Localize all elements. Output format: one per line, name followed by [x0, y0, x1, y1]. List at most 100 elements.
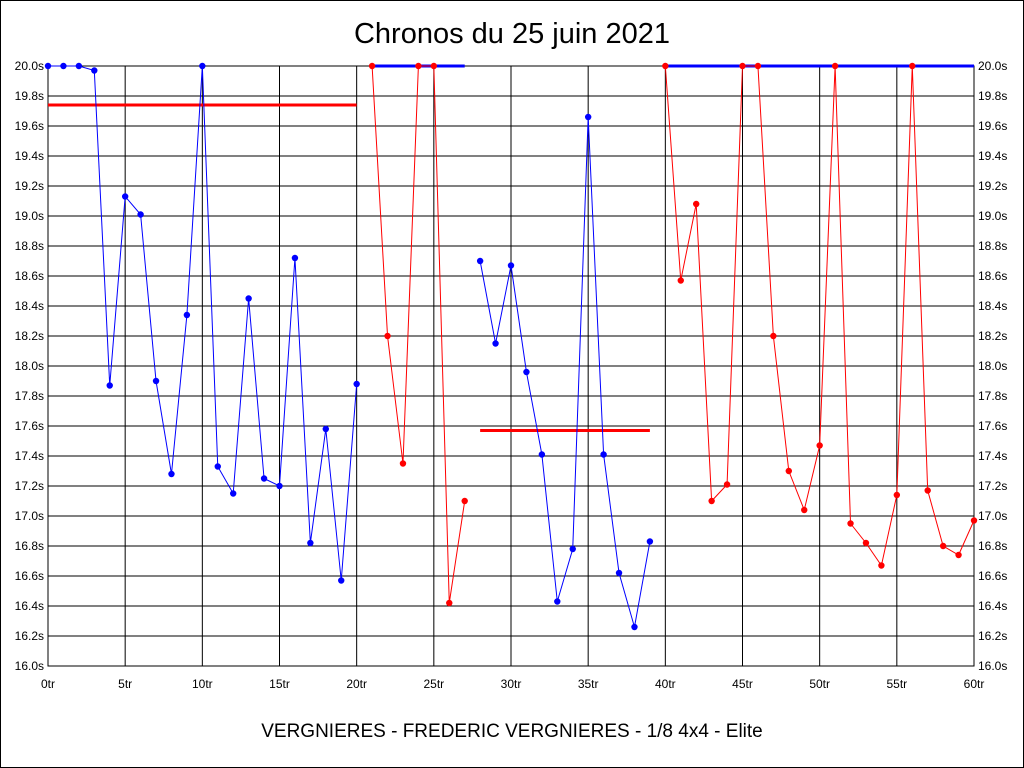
- y-tick-label-right: 17.4s: [978, 449, 1007, 463]
- y-tick-label-right: 20.0s: [978, 59, 1007, 73]
- x-axis: 0tr 5tr 10tr 15tr 20tr 25tr 30tr 35tr 40tr 45tr 50…: [41, 677, 984, 691]
- data-point: [708, 497, 715, 505]
- data-point: [631, 623, 638, 631]
- data-point: [507, 262, 515, 269]
- data-point: [924, 487, 931, 494]
- data-point: [831, 62, 839, 70]
- x-tick-label: 55tr: [886, 677, 907, 691]
- data-point: [909, 62, 916, 70]
- y-tick-label: 16.0s: [15, 659, 44, 673]
- y-tick-label: 17.8s: [15, 389, 44, 403]
- x-tick-label: 20tr: [346, 677, 367, 691]
- data-point: [245, 295, 252, 302]
- data-point: [816, 442, 823, 449]
- x-tick-label: 0tr: [41, 677, 55, 691]
- y-tick-label: 16.8s: [15, 539, 44, 553]
- grid-lines: [47, 65, 975, 667]
- y-tick-label: 20.0s: [15, 59, 44, 73]
- data-point: [662, 62, 669, 70]
- data-point: [801, 506, 808, 514]
- x-tick-label: 30tr: [501, 677, 522, 691]
- chart-subtitle: VERGNIERES - FREDERIC VERGNIERES - 1/8 4…: [261, 721, 763, 742]
- data-point: [384, 332, 391, 340]
- data-point: [353, 380, 360, 388]
- series-line: [479, 116, 651, 628]
- series-group: [44, 62, 978, 631]
- y-tick-label: 19.2s: [15, 179, 44, 193]
- data-point: [60, 62, 67, 70]
- y-tick-label-right: 18.4s: [978, 299, 1007, 313]
- y-tick-label: 19.0s: [15, 209, 44, 223]
- y-tick-label: 16.2s: [15, 629, 44, 643]
- y-tick-label: 16.4s: [15, 599, 44, 613]
- data-point: [492, 340, 499, 347]
- data-point: [754, 62, 762, 70]
- y-tick-label-right: 18.0s: [978, 359, 1007, 373]
- data-point: [44, 62, 52, 70]
- y-tick-label: 17.2s: [15, 479, 44, 493]
- y-tick-label: 18.6s: [15, 269, 44, 283]
- data-point: [415, 62, 422, 70]
- y-tick-label-right: 19.8s: [978, 89, 1007, 103]
- y-tick-label: 17.6s: [15, 419, 44, 433]
- x-tick-label: 45tr: [732, 677, 753, 691]
- x-tick-label: 50tr: [809, 677, 830, 691]
- y-tick-label-right: 17.2s: [978, 479, 1007, 493]
- data-point: [554, 598, 561, 605]
- y-tick-label: 18.0s: [15, 359, 44, 373]
- data-point: [168, 470, 175, 478]
- data-point: [230, 490, 237, 497]
- x-tick-label: 25tr: [423, 677, 444, 691]
- y-tick-label: 18.2s: [15, 329, 44, 343]
- data-point: [399, 460, 407, 467]
- y-tick-label-right: 16.6s: [978, 569, 1007, 583]
- x-tick-label: 35tr: [578, 677, 599, 691]
- y-tick-label: 19.6s: [15, 119, 44, 133]
- data-point: [476, 257, 484, 265]
- y-tick-label: 19.8s: [15, 89, 44, 103]
- data-point: [970, 517, 978, 524]
- data-point: [569, 545, 576, 553]
- data-point: [75, 62, 83, 70]
- data-point: [893, 491, 901, 499]
- y-tick-label-right: 16.8s: [978, 539, 1007, 553]
- data-point: [600, 451, 607, 458]
- data-point: [121, 193, 129, 200]
- data-point: [538, 451, 546, 458]
- y-tick-label: 18.8s: [15, 239, 44, 253]
- data-point: [677, 277, 684, 284]
- data-point: [183, 311, 191, 319]
- series-1: [44, 62, 360, 584]
- data-point: [276, 482, 283, 490]
- data-point: [338, 577, 345, 584]
- data-point: [91, 67, 98, 74]
- data-point: [368, 62, 376, 70]
- data-point: [137, 211, 144, 218]
- series-2: [368, 62, 468, 607]
- data-point: [430, 62, 438, 70]
- data-point: [785, 467, 792, 475]
- data-point: [878, 562, 885, 569]
- data-point: [446, 599, 453, 607]
- chart-title: Chronos du 25 juin 2021: [353, 18, 670, 50]
- y-axis-right: 16.0s 16.2s 16.4s 16.6s 16.8s 17.0s 17.2s 17.4s…: [978, 59, 1007, 673]
- data-point: [322, 425, 329, 433]
- data-point: [199, 62, 206, 70]
- y-tick-label-right: 16.0s: [978, 659, 1007, 673]
- data-point: [615, 569, 623, 577]
- data-point: [862, 539, 870, 547]
- y-tick-label-right: 19.2s: [978, 179, 1007, 193]
- y-tick-label-right: 17.8s: [978, 389, 1007, 403]
- x-tick-label: 15tr: [269, 677, 290, 691]
- data-point: [260, 475, 268, 482]
- y-tick-label: 17.4s: [15, 449, 44, 463]
- y-tick-label-right: 19.0s: [978, 209, 1007, 223]
- series-3: [476, 113, 654, 631]
- data-point: [693, 200, 700, 208]
- y-axis-left: 16.0s 16.2s 16.4s 16.6s 16.8s 17.0s 17.2s 17.4s…: [15, 59, 44, 673]
- data-point: [291, 254, 299, 262]
- data-point: [523, 368, 530, 376]
- data-point: [214, 463, 221, 470]
- y-tick-label-right: 18.2s: [978, 329, 1007, 343]
